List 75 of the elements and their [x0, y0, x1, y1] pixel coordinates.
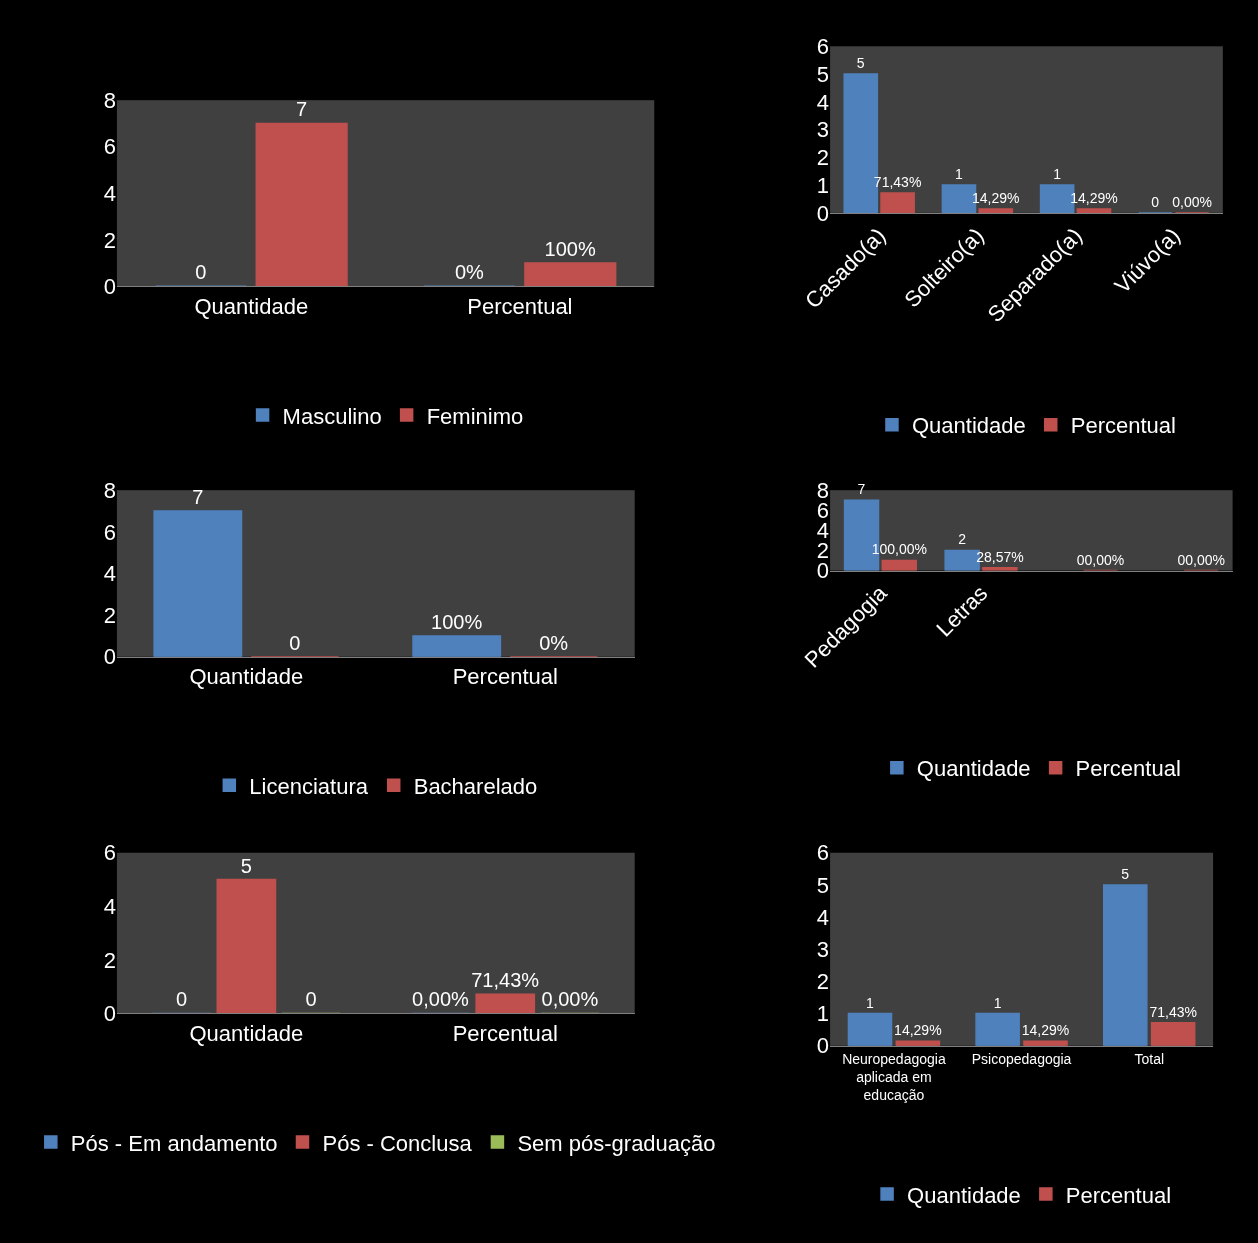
legend-label: Percentual: [1065, 1182, 1172, 1208]
data-label: 7: [296, 98, 308, 121]
y-tick-label: 3: [816, 936, 830, 962]
y-tick-label: 4: [103, 561, 116, 587]
data-label: 71,43%: [471, 969, 540, 992]
data-label: 0: [305, 988, 317, 1011]
y-tick-label: 2: [103, 947, 116, 973]
data-label: 5: [240, 854, 252, 877]
data-label: 71,43%: [1149, 1003, 1197, 1020]
legend-label: Licenciatura: [249, 773, 369, 799]
y-tick-label: 0: [816, 1033, 830, 1059]
data-label: 00,00%: [1076, 551, 1125, 568]
data-label: 0,00%: [541, 988, 599, 1011]
y-tick-label: 5: [816, 872, 830, 898]
y-tick-label: 6: [103, 519, 116, 545]
legend-label: Quantidade: [916, 756, 1031, 782]
data-label: 1: [1053, 166, 1062, 183]
y-tick-label: 0: [816, 200, 830, 226]
y-tick-label: 6: [103, 840, 116, 866]
data-label: 1: [993, 994, 1002, 1011]
data-label: 7: [857, 481, 866, 498]
y-tick-label: 1: [816, 1001, 830, 1027]
y-tick-label: 0: [103, 1001, 116, 1027]
y-tick-label: 8: [103, 477, 116, 503]
legend-label: Masculino: [282, 403, 382, 429]
y-tick-label: 2: [816, 969, 830, 995]
y-tick-label: 4: [816, 89, 830, 115]
y-tick-label: 4: [103, 894, 116, 920]
x-tick-label: Neuropedagogia aplicada em educação: [842, 1050, 946, 1103]
data-label: 0: [195, 261, 207, 284]
y-tick-label: 2: [103, 227, 116, 253]
y-tick-label: 4: [103, 180, 116, 206]
data-label: 0%: [539, 631, 569, 654]
data-label: 2: [958, 531, 967, 548]
legend-label: Sem pós-graduação: [517, 1130, 716, 1156]
x-tick-label: Percentual: [467, 293, 573, 319]
x-tick-label: Psicopedagogia: [971, 1050, 1072, 1067]
legend-label: Quantidade: [911, 413, 1026, 439]
y-tick-label: 2: [816, 145, 830, 171]
legend-label: Bacharelado: [413, 773, 538, 799]
y-tick-label: 8: [103, 87, 116, 113]
y-tick-label: 0: [103, 644, 116, 670]
data-label: 5: [856, 55, 865, 72]
data-label: 0: [1151, 193, 1160, 210]
data-label: 1: [865, 994, 874, 1011]
data-label: 0,00%: [1172, 193, 1212, 210]
legend-label: Feminimo: [426, 403, 524, 429]
legend-label: Pós - Conclusa: [322, 1130, 473, 1156]
data-label: 100%: [544, 238, 596, 261]
x-tick-label: Quantidade: [194, 293, 309, 319]
legend-label: Pós - Em andamento: [70, 1130, 278, 1156]
data-label: 1: [954, 166, 963, 183]
y-tick-label: 6: [816, 34, 830, 59]
y-tick-label: 6: [816, 840, 830, 866]
y-tick-label: 1: [816, 172, 830, 198]
data-label: 14,29%: [894, 1022, 942, 1039]
legend-label: Percentual: [1070, 413, 1176, 439]
legend-label: Percentual: [1075, 756, 1181, 782]
y-tick-label: 0: [103, 274, 116, 300]
data-label: 5: [1121, 865, 1130, 882]
legend-label: Quantidade: [907, 1182, 1021, 1208]
y-tick-label: 6: [103, 134, 116, 160]
data-label: 100%: [431, 610, 483, 633]
data-label: 00,00%: [1177, 551, 1225, 568]
y-tick-label: 2: [103, 602, 116, 628]
x-tick-label: Total: [1134, 1050, 1165, 1067]
y-tick-label: 5: [816, 61, 830, 87]
y-tick-label: 3: [816, 117, 830, 143]
y-tick-label: 4: [816, 904, 830, 930]
data-label: 0: [289, 631, 301, 654]
data-label: 0,00%: [412, 988, 469, 1011]
data-label: 0: [176, 988, 188, 1011]
data-label: 7: [192, 486, 204, 509]
data-label: 0%: [454, 261, 485, 284]
data-label: 14,29%: [1021, 1022, 1070, 1039]
